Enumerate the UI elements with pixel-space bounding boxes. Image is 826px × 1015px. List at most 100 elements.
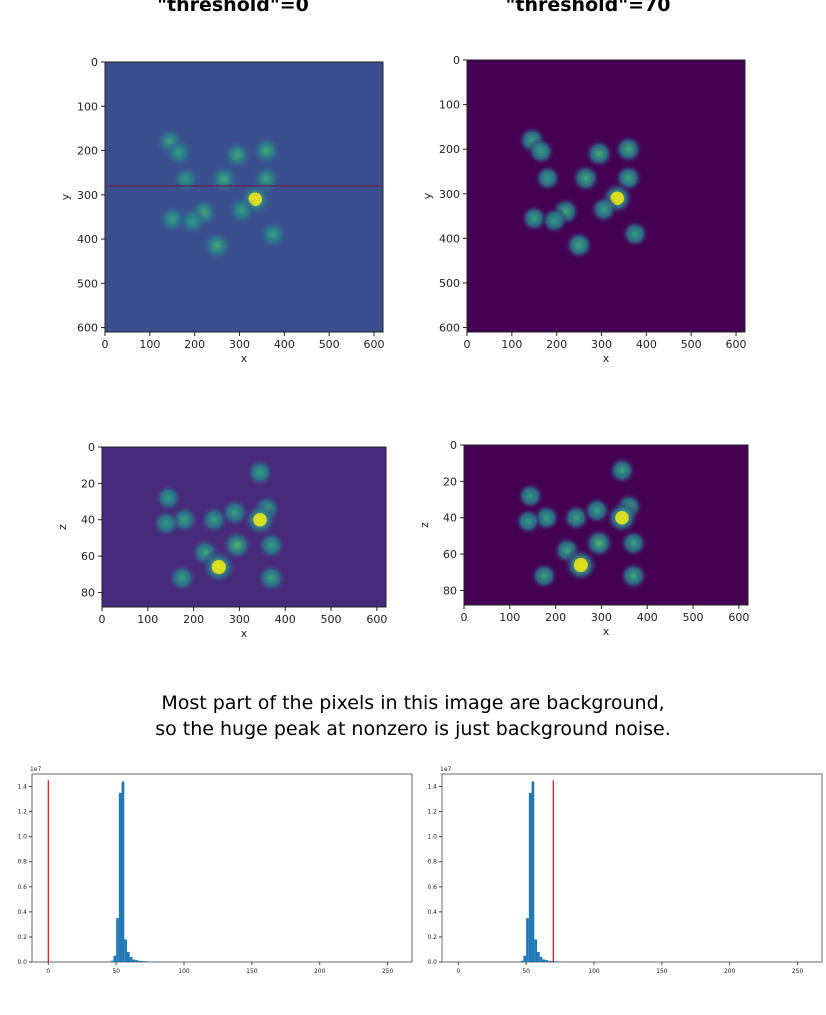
y-tick-label: 100	[439, 99, 460, 112]
histogram-bar	[130, 957, 133, 962]
x-tick-label: 0	[102, 338, 109, 351]
intensity-blob	[534, 165, 561, 192]
intensity-blob	[541, 207, 568, 234]
x-tick-label: 400	[275, 613, 296, 626]
x-tick-label: 0	[46, 968, 50, 975]
y-tick-label: 80	[443, 584, 457, 597]
histogram-bar	[127, 952, 130, 962]
y-tick-label: 600	[439, 322, 460, 335]
y-tick-label: 0.6	[427, 884, 437, 891]
histogram-bar	[138, 961, 141, 962]
intensity-blob	[614, 135, 643, 164]
histogram-bar	[526, 918, 529, 962]
y-offset-label: 1e7	[440, 766, 452, 773]
x-tick-label: 0	[461, 611, 468, 624]
intensity-blob	[527, 137, 555, 165]
x-tick-label: 500	[319, 338, 340, 351]
histogram-bar	[529, 793, 532, 962]
histogram-bar	[537, 952, 540, 962]
xz-heatmap-threshold-70: 0 100 200 300 400 500 600 0 20 40 60 80 x z	[412, 435, 772, 650]
x-tick-label: 0	[456, 968, 460, 975]
x-tick-label: 100	[137, 613, 158, 626]
histogram-bar	[119, 793, 122, 962]
y-tick-label: 0.4	[427, 909, 437, 916]
y-tick-label: 20	[81, 477, 95, 490]
y-offset-label: 1e7	[30, 766, 42, 773]
y-tick-label: 0.0	[427, 959, 437, 966]
x-tick-label: 600	[366, 613, 387, 626]
y-tick-label: 1.4	[17, 784, 27, 791]
histogram-bar	[545, 960, 548, 962]
y-tick-label: 400	[77, 233, 98, 246]
explanation-note: Most part of the pixels in this image ar…	[0, 690, 826, 742]
intensity-blob	[590, 195, 618, 223]
intensity-blob	[202, 231, 231, 260]
y-tick-label: 100	[77, 100, 98, 113]
x-tick-label: 250	[382, 968, 394, 975]
y-tick-label: 600	[77, 322, 98, 335]
x-axis-label: x	[603, 352, 610, 365]
y-axis-label: y	[59, 193, 72, 200]
x-tick-label: 600	[364, 338, 385, 351]
histogram-bar	[141, 961, 144, 962]
axes-frame	[442, 774, 822, 962]
x-tick-label: 300	[591, 611, 612, 624]
y-tick-label: 200	[77, 145, 98, 158]
intensity-blob	[514, 508, 541, 535]
y-tick-label: 300	[439, 188, 460, 201]
intensity-blob	[621, 220, 649, 248]
note-line-2: so the huge peak at nonzero is just back…	[0, 716, 826, 742]
x-tick-label: 250	[792, 968, 804, 975]
x-tick-label: 400	[637, 611, 658, 624]
y-tick-label: 0.2	[427, 934, 437, 941]
y-tick-label: 1.0	[427, 834, 437, 841]
x-axis-label: x	[241, 352, 248, 365]
histogram-bar	[146, 961, 149, 962]
bright-spot	[615, 511, 629, 525]
axes-frame	[32, 774, 412, 962]
x-tick-label: 300	[229, 338, 250, 351]
heading-threshold-0: "threshold"=0	[157, 0, 309, 16]
heatmap-background	[102, 447, 386, 607]
y-tick-label: 0	[88, 441, 95, 454]
x-tick-label: 300	[229, 613, 250, 626]
intensity-blob	[252, 136, 281, 165]
intensity-blob	[152, 510, 179, 537]
y-tick-label: 0	[453, 54, 460, 67]
histogram-bar	[132, 959, 135, 962]
histogram-bar	[521, 961, 524, 962]
histogram-bar	[523, 956, 526, 962]
histogram-bar	[540, 957, 543, 962]
x-tick-label: 150	[246, 968, 258, 975]
x-tick-label: 500	[681, 338, 702, 351]
histogram-bar	[116, 918, 119, 962]
x-tick-label: 600	[728, 611, 749, 624]
intensity-blob	[571, 164, 600, 193]
x-tick-label: 200	[545, 611, 566, 624]
histogram-bar	[149, 961, 152, 962]
x-tick-label: 50	[522, 968, 530, 975]
y-tick-label: 0	[91, 56, 98, 69]
histogram-bar	[143, 961, 146, 962]
noise-line	[105, 185, 383, 187]
intensity-blob	[165, 139, 193, 167]
x-tick-label: 200	[184, 338, 205, 351]
y-tick-label: 0.0	[17, 959, 27, 966]
intensity-blob	[259, 221, 287, 249]
bright-spot	[253, 513, 267, 527]
y-tick-label: 40	[443, 512, 457, 525]
histogram-bar	[135, 960, 138, 962]
intensity-blob	[620, 529, 648, 557]
bright-spot	[574, 558, 588, 572]
intensity-blob	[258, 531, 286, 559]
y-tick-label: 60	[81, 550, 95, 563]
histogram-bar	[111, 961, 114, 962]
y-tick-label: 1.0	[17, 834, 27, 841]
x-tick-label: 100	[178, 968, 190, 975]
x-tick-label: 0	[464, 338, 471, 351]
y-tick-label: 1.2	[427, 809, 437, 816]
y-tick-label: 0	[450, 439, 457, 452]
y-tick-label: 0.4	[17, 909, 27, 916]
x-tick-label: 200	[724, 968, 736, 975]
histogram-bar	[113, 956, 116, 962]
